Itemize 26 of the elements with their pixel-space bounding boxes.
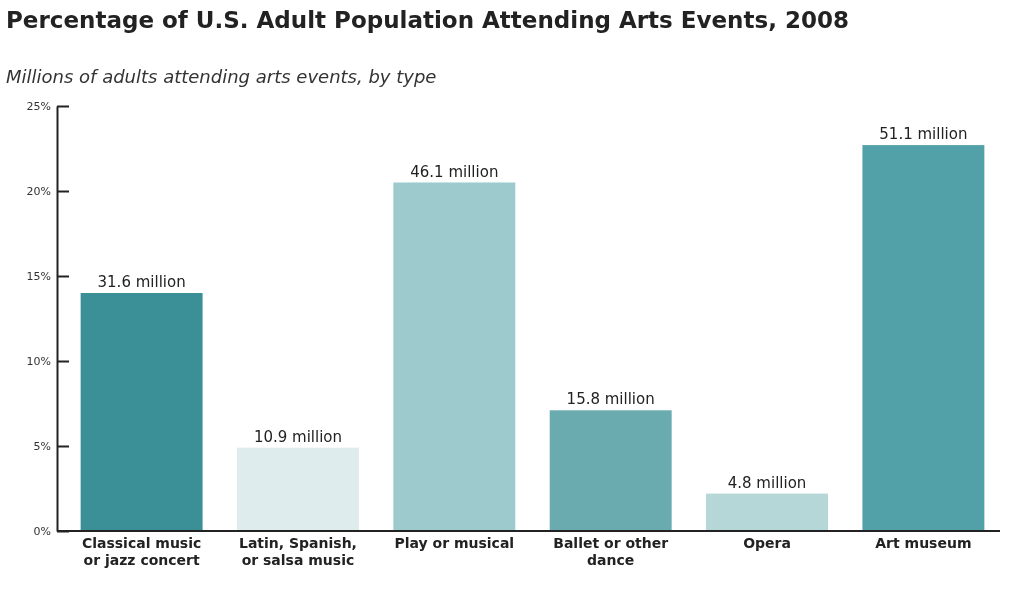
x-tick-label: Latin, Spanish, or salsa music <box>238 535 357 568</box>
x-tick-label: Play or musical <box>394 535 515 551</box>
bar <box>706 493 829 531</box>
y-tick-label: 25% <box>26 100 51 114</box>
x-tick-label: Ballet or other dance <box>553 535 669 568</box>
annotation: 10.9 million <box>253 427 343 446</box>
y-tick-label: 20% <box>26 185 51 199</box>
chart-subtitle: Millions of adults attending arts events, by type <box>6 66 437 87</box>
y-tick-label: 5% <box>33 440 51 454</box>
y-tick-label: 15% <box>26 270 51 284</box>
annotation: 31.6 million <box>97 273 186 291</box>
bar <box>862 145 985 531</box>
bar <box>393 182 516 531</box>
annotation: 4.8 million <box>727 473 807 492</box>
bar <box>549 410 672 531</box>
annotation: 51.1 million <box>879 125 968 144</box>
chart-title: Percentage of U.S. Adult Population Attending Arts Events, 2008 <box>6 7 849 33</box>
bar <box>236 447 359 531</box>
annotation: 15.8 million <box>566 390 655 409</box>
x-tick-label: Art museum <box>875 535 972 551</box>
x-tick-label: Classical music or jazz concert <box>81 535 202 568</box>
y-tick-label: 0% <box>33 525 51 539</box>
annotation: 46.1 million <box>410 162 499 181</box>
bar <box>80 293 203 531</box>
x-tick-label: Opera <box>743 535 791 551</box>
y-tick-label: 10% <box>26 355 51 369</box>
